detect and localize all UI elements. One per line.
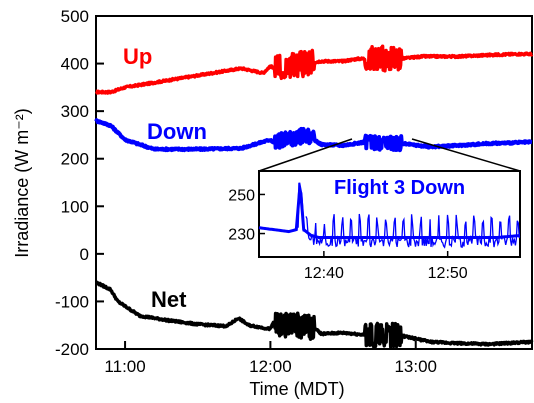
inset-plot-area: 230 250 12:40 12:50 [228, 138, 521, 282]
y-tick-label: 400 [61, 55, 89, 74]
series-label-up: Up [123, 44, 152, 69]
inset-y-tick-label: 230 [228, 227, 255, 244]
inset-title: Flight 3 Down [334, 177, 465, 199]
y-tick-label: 100 [61, 197, 89, 216]
main-plot-area: -200 -100 0 100 200 300 400 500 11:00 12:00 13:00 [55, 7, 534, 376]
y-axis-label: Irradiance (W m⁻²) [12, 108, 32, 258]
inset-connector-left [258, 138, 353, 172]
x-tick-label: 13:00 [394, 357, 437, 376]
x-tick-label: 11:00 [104, 357, 145, 376]
y-tick-label: 0 [80, 245, 89, 264]
x-tick-label: 12:00 [249, 357, 292, 376]
y-tick-label: 200 [61, 150, 89, 169]
y-tick-label: 500 [61, 7, 89, 26]
x-axis-label: Time (MDT) [249, 379, 344, 399]
inset-y-tick-label: 250 [228, 187, 255, 204]
inset-spike-line [296, 182, 305, 232]
inset-connector-right [411, 138, 521, 172]
series-label-down: Down [147, 119, 207, 144]
down-series-line [94, 118, 534, 153]
y-tick-label: -200 [55, 340, 89, 359]
inset-x-tick-label: 12:50 [428, 265, 468, 282]
net-series-line [94, 280, 534, 349]
series-label-net: Net [151, 287, 187, 312]
inset-x-tick-label: 12:40 [304, 265, 344, 282]
inset-oscillation-line [305, 213, 520, 249]
y-tick-label: -100 [55, 292, 89, 311]
up-series-line [94, 44, 534, 95]
main-plot-frame [95, 15, 533, 350]
y-tick-label: 300 [61, 102, 89, 121]
